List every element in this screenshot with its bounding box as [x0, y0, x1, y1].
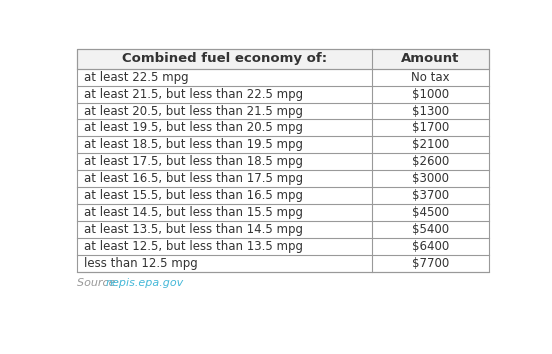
Text: nepis.epa.gov: nepis.epa.gov	[105, 278, 183, 288]
Text: at least 14.5, but less than 15.5 mpg: at least 14.5, but less than 15.5 mpg	[84, 206, 304, 219]
Text: $2600: $2600	[412, 155, 449, 169]
Text: $1000: $1000	[412, 87, 449, 101]
Text: $7700: $7700	[412, 257, 449, 270]
Text: $3000: $3000	[412, 172, 449, 185]
Text: at least 15.5, but less than 16.5 mpg: at least 15.5, but less than 16.5 mpg	[84, 189, 304, 202]
Text: $4500: $4500	[412, 206, 449, 219]
Text: at least 18.5, but less than 19.5 mpg: at least 18.5, but less than 19.5 mpg	[84, 138, 304, 152]
Text: less than 12.5 mpg: less than 12.5 mpg	[84, 257, 198, 270]
Text: at least 22.5 mpg: at least 22.5 mpg	[84, 71, 189, 84]
Text: Amount: Amount	[401, 52, 459, 65]
Text: $5400: $5400	[412, 223, 449, 236]
Text: Source:: Source:	[77, 278, 123, 288]
Text: $1700: $1700	[412, 121, 449, 135]
Text: at least 17.5, but less than 18.5 mpg: at least 17.5, but less than 18.5 mpg	[84, 155, 304, 169]
Text: Combined fuel economy of:: Combined fuel economy of:	[121, 52, 327, 65]
Text: at least 12.5, but less than 13.5 mpg: at least 12.5, but less than 13.5 mpg	[84, 240, 304, 253]
Text: No tax: No tax	[411, 71, 450, 84]
Text: $6400: $6400	[412, 240, 449, 253]
Bar	[77, 48, 489, 69]
Bar	[77, 48, 489, 272]
Text: $2100: $2100	[412, 138, 449, 152]
Text: at least 13.5, but less than 14.5 mpg: at least 13.5, but less than 14.5 mpg	[84, 223, 304, 236]
Text: at least 19.5, but less than 20.5 mpg: at least 19.5, but less than 20.5 mpg	[84, 121, 304, 135]
Text: at least 16.5, but less than 17.5 mpg: at least 16.5, but less than 17.5 mpg	[84, 172, 304, 185]
Text: $3700: $3700	[412, 189, 449, 202]
Text: at least 21.5, but less than 22.5 mpg: at least 21.5, but less than 22.5 mpg	[84, 87, 304, 101]
Text: $1300: $1300	[412, 104, 449, 118]
Text: at least 20.5, but less than 21.5 mpg: at least 20.5, but less than 21.5 mpg	[84, 104, 304, 118]
